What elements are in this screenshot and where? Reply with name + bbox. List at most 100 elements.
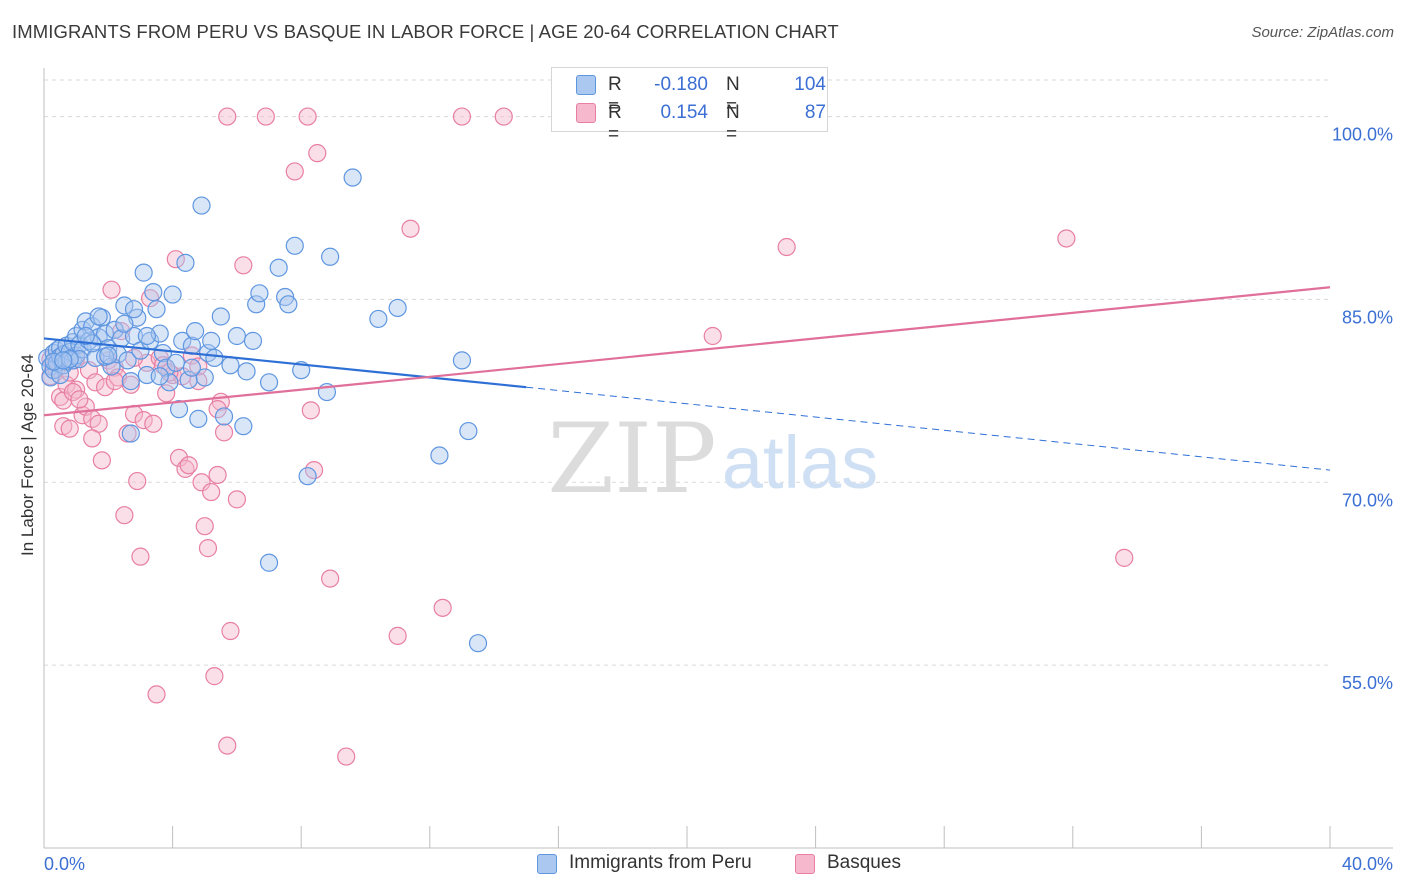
peru-point — [279, 295, 298, 314]
peru-point — [147, 300, 166, 319]
basque-point — [208, 400, 227, 419]
bottom-legend-swatch-basque — [795, 854, 815, 874]
legend-n-label: N = — [726, 74, 740, 117]
peru-point — [195, 368, 214, 387]
legend-n-label: N = — [726, 102, 740, 145]
peru-point — [144, 283, 163, 302]
basque-point — [195, 517, 214, 536]
basque-point — [128, 471, 147, 491]
basque-point — [308, 144, 327, 163]
basque-point — [157, 384, 176, 403]
peru-point — [250, 284, 269, 303]
peru-point — [118, 351, 137, 370]
peru-point — [166, 353, 185, 372]
trend-lines — [43, 286, 1331, 471]
basque-point — [285, 162, 304, 181]
grid-lines — [44, 79, 1330, 666]
peru-point — [468, 634, 488, 653]
basque-trend-line — [43, 286, 1331, 417]
peru-point — [137, 326, 156, 346]
basque-point — [401, 219, 420, 238]
peru-point — [160, 373, 179, 392]
legend-r-label: R = — [608, 102, 622, 145]
chart-title: IMMIGRANTS FROM PERU VS BASQUE IN LABOR … — [12, 21, 839, 42]
basque-point — [321, 569, 340, 588]
basque-point — [105, 372, 124, 391]
basque-point — [95, 378, 115, 397]
basque-point — [433, 598, 452, 617]
peru-point — [298, 467, 317, 486]
peru-point — [205, 348, 224, 368]
peru-point — [186, 322, 205, 341]
peru-point — [44, 352, 63, 371]
basque-point — [256, 107, 275, 126]
basque-point — [298, 107, 317, 126]
peru-point — [221, 356, 240, 375]
peru-point — [237, 362, 256, 381]
peru-point — [115, 296, 134, 315]
basque-point — [218, 736, 237, 755]
legend-r-value: 0.154 — [660, 102, 708, 123]
peru-point — [153, 343, 173, 363]
peru-point — [182, 358, 201, 377]
basque-point — [160, 363, 179, 382]
basque-point — [234, 256, 253, 275]
basque-point — [192, 473, 211, 492]
peru-point — [79, 331, 99, 350]
peru-point — [150, 367, 169, 386]
bottom-legend-label-basque: Basques — [827, 852, 901, 873]
basque-point — [198, 539, 218, 558]
peru-point — [192, 196, 211, 215]
basque-point — [83, 429, 102, 448]
peru-point — [369, 309, 388, 329]
legend-swatch-peru — [576, 75, 596, 95]
peru-point — [243, 331, 263, 350]
peru-point — [189, 409, 208, 428]
peru-point — [430, 446, 449, 465]
peru-point — [169, 400, 189, 419]
basque-point — [1115, 548, 1134, 567]
basque-point — [227, 490, 246, 509]
basque-point — [202, 482, 221, 502]
peru-point — [321, 247, 340, 266]
peru-trend-extension — [526, 386, 1331, 471]
basque-point — [86, 373, 105, 392]
x-tick-label-min: 0.0% — [44, 854, 85, 874]
basque-point — [102, 280, 121, 299]
basque-point — [494, 107, 513, 126]
peru-point — [214, 407, 234, 426]
legend-r-label: R = — [608, 74, 622, 117]
peru-point — [163, 285, 182, 304]
basque-point — [144, 414, 163, 433]
basque-point — [92, 451, 111, 470]
peru-point — [259, 373, 279, 392]
peru-point — [452, 351, 472, 370]
watermark: ZIP atlas — [547, 403, 878, 515]
basque-point — [301, 401, 320, 420]
basque-point — [452, 107, 472, 126]
basque-point — [218, 107, 237, 126]
basque-point — [221, 621, 240, 641]
basque-point — [214, 423, 234, 442]
basque-point — [115, 506, 134, 525]
stats-legend: R = -0.180 N = 104 R = 0.154 N = 87 — [551, 67, 828, 145]
peru-point — [285, 236, 304, 255]
peru-point — [227, 326, 246, 346]
peru-point — [459, 421, 478, 441]
y-tick-labels: 55.0% 70.0% 85.0% 100.0% — [1332, 125, 1393, 694]
peru-point — [211, 307, 230, 326]
watermark-zip: ZIP — [547, 403, 716, 515]
basque-point — [189, 357, 208, 376]
y-tick-label: 70.0% — [1342, 490, 1393, 510]
peru-point — [234, 417, 253, 436]
peru-point — [124, 300, 144, 319]
peru-point — [134, 263, 153, 282]
basque-point — [777, 237, 796, 257]
peru-point — [247, 295, 266, 314]
basque-point — [388, 626, 407, 645]
watermark-atlas: atlas — [722, 421, 878, 504]
y-tick-label: 100.0% — [1332, 125, 1393, 145]
bottom-legend-swatch-peru — [537, 854, 557, 874]
peru-point — [121, 372, 140, 391]
